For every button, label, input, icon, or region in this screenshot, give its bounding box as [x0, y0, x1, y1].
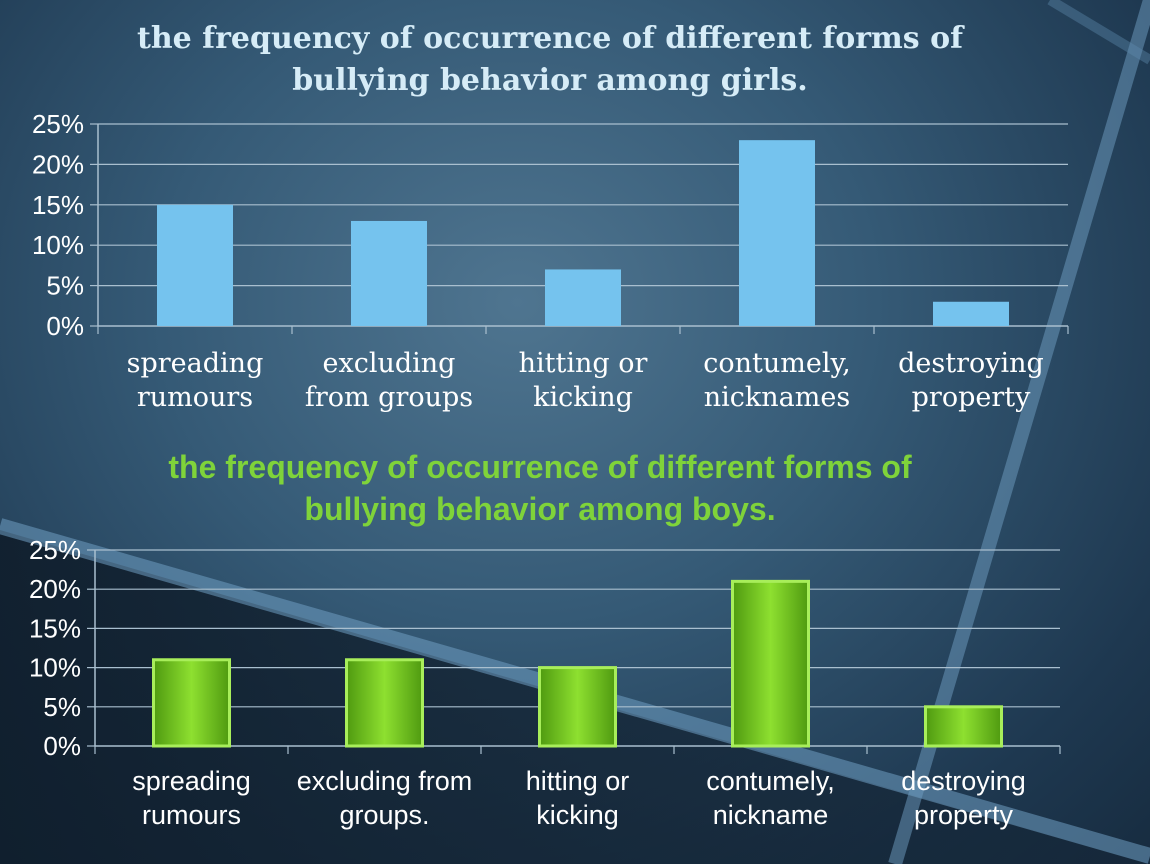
girls-bar: [739, 140, 815, 326]
boys-ytick-label: 0%: [43, 731, 81, 761]
girls-category-label: hitting or kicking: [519, 348, 648, 413]
boys-bar: [152, 658, 231, 748]
boys-category-label: destroying property: [901, 766, 1026, 830]
girls-ytick-label: 0%: [46, 311, 84, 341]
boys-category-label: spreading rumours: [132, 766, 251, 830]
boys-ytick-label: 5%: [43, 692, 81, 722]
girls-ytick-label: 25%: [32, 109, 84, 139]
boys-category-label: hitting or kicking: [526, 766, 630, 830]
boys-category-label: contumely, nickname: [706, 766, 835, 830]
girls-bar: [157, 204, 233, 326]
girls-bar: [933, 301, 1009, 326]
girls-bar: [351, 220, 427, 326]
girls-category-label: contumely, nicknames: [703, 348, 850, 413]
boys-bar: [924, 705, 1003, 748]
corner-stripe: [1047, 0, 1150, 65]
boys-category-label: excluding from groups.: [297, 766, 473, 830]
girls-category-label: excluding from groups: [305, 348, 473, 413]
girls-ytick-label: 20%: [32, 149, 84, 179]
boys-bar: [538, 666, 617, 748]
boys-bar: [731, 579, 810, 748]
boys-ytick-label: 15%: [29, 613, 81, 643]
girls-ytick-label: 5%: [46, 271, 84, 301]
girls-bar: [545, 269, 621, 326]
girls-ytick-label: 15%: [32, 190, 84, 220]
girls-category-label: destroying property: [898, 348, 1044, 413]
boys-bar: [345, 658, 424, 748]
boys-ytick-label: 10%: [29, 653, 81, 683]
girls-category-label: spreading rumours: [127, 348, 264, 413]
girls-ytick-label: 10%: [32, 230, 84, 260]
girls-chart-title: the frequency of occurrence of different…: [136, 21, 963, 98]
boys-chart-title: the frequency of occurrence of different…: [168, 449, 912, 527]
boys-ytick-label: 25%: [29, 535, 81, 565]
boys-ytick-label: 20%: [29, 574, 81, 604]
